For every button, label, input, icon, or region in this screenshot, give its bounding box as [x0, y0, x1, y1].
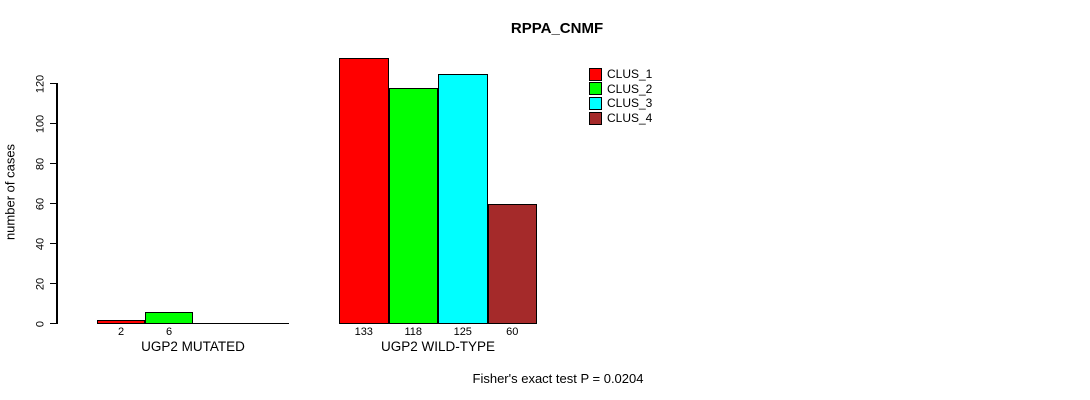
y-axis-line	[56, 83, 58, 324]
legend-swatch-clus_3	[589, 96, 602, 110]
bar-clus_4-group2	[487, 204, 537, 324]
legend-label: CLUS_3	[607, 96, 653, 111]
legend-item-clus_1: CLUS_1	[589, 67, 652, 82]
bar-value-label: 118	[404, 326, 423, 338]
y-tick-mark	[50, 202, 56, 205]
legend-swatch-clus_4	[589, 111, 602, 125]
y-tick-mark	[50, 122, 56, 125]
y-tick-mark	[50, 322, 56, 325]
bar-value-label: 133	[354, 326, 373, 338]
legend-swatch-clus_1	[589, 67, 602, 81]
legend-label: CLUS_1	[607, 67, 653, 82]
y-tick-label: 60	[34, 197, 47, 210]
y-tick-label: 120	[34, 74, 47, 93]
y-tick-mark	[50, 82, 56, 85]
group-label: UGP2 WILD-TYPE	[380, 339, 496, 354]
y-tick-label: 80	[34, 157, 47, 170]
group-baseline	[97, 322, 289, 324]
bar-value-label: 125	[453, 326, 472, 338]
legend-swatch-clus_2	[589, 82, 602, 96]
bar-value-label: 2	[117, 326, 125, 338]
bar-clus_1-group2	[339, 58, 389, 324]
bar-clus_2-group2	[388, 88, 438, 324]
legend: CLUS_1 CLUS_2 CLUS_3 CLUS_4	[589, 67, 652, 125]
y-tick-mark	[50, 282, 56, 285]
legend-item-clus_3: CLUS_3	[589, 96, 652, 111]
legend-item-clus_2: CLUS_2	[589, 82, 652, 97]
y-axis-label: number of cases	[2, 143, 18, 241]
bar-value-label: 6	[165, 326, 173, 338]
y-tick-mark	[50, 242, 56, 245]
group-baseline	[339, 322, 537, 324]
fisher-test-annotation: Fisher's exact test P = 0.0204	[472, 371, 644, 386]
y-tick-label: 40	[34, 237, 47, 250]
bar-value-label: 60	[506, 326, 519, 338]
legend-item-clus_4: CLUS_4	[589, 111, 652, 126]
y-tick-label: 0	[34, 320, 47, 327]
legend-label: CLUS_2	[607, 81, 653, 96]
y-tick-mark	[50, 162, 56, 165]
y-tick-label: 20	[34, 277, 47, 290]
chart-title: RPPA_CNMF	[510, 20, 604, 37]
group-label: UGP2 MUTATED	[141, 339, 245, 354]
bar-clus_3-group2	[438, 74, 488, 324]
y-tick-label: 100	[34, 114, 47, 133]
legend-label: CLUS_4	[607, 111, 653, 126]
